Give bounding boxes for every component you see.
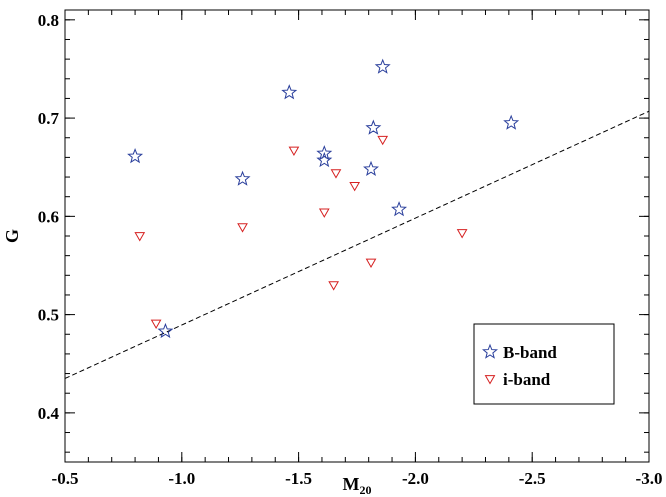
b-band-point [374, 58, 391, 74]
legend-label: i-band [503, 370, 551, 389]
y-tick-label: 0.7 [38, 109, 60, 128]
legend-marker-b-band [482, 343, 498, 359]
b-band-point [281, 84, 298, 100]
i-band-point [288, 146, 300, 157]
b-band-point [157, 322, 174, 339]
y-tick-label: 0.5 [38, 306, 59, 325]
y-tick-label: 0.6 [38, 207, 59, 226]
axes: -0.5 -1.0 -1.5 -2.0 -2.5 -3.0 0.4 0.5 0.6 0.7 0.8 [38, 9, 663, 488]
x-tick-label: -1.5 [285, 469, 312, 488]
b-band-point [365, 119, 382, 135]
x-tick-label: -1.0 [168, 469, 195, 488]
b-band-point [391, 201, 408, 217]
i-band-point [328, 281, 340, 291]
b-band-point [234, 170, 251, 186]
x-tick-label: -2.5 [519, 469, 546, 488]
b-band-point [363, 160, 379, 176]
x-tick-label: -3.0 [636, 469, 663, 488]
legend: B-band i-band [473, 323, 615, 405]
data-points [127, 58, 520, 339]
legend-box [473, 323, 615, 405]
axis-labels: M20 G [2, 229, 372, 497]
i-band-point [134, 232, 146, 242]
b-band-point [127, 148, 144, 164]
x-tick-label: -0.5 [52, 469, 79, 488]
y-axis-label: G [2, 229, 22, 243]
i-band-point [456, 229, 468, 239]
y-tick-label: 0.8 [38, 11, 59, 30]
i-band-point [365, 258, 377, 269]
x-tick-label: -2.0 [402, 469, 429, 488]
legend-marker-i-band [484, 375, 496, 385]
x-axis-label: M20 [343, 474, 372, 497]
y-tick-label: 0.4 [38, 404, 60, 423]
i-band-point [377, 135, 389, 146]
i-band-point [150, 319, 162, 329]
b-band-point [316, 151, 333, 168]
i-band-point [237, 223, 248, 233]
i-band-point [318, 208, 330, 218]
legend-label: B-band [503, 343, 557, 362]
b-band-point [316, 145, 333, 161]
i-band-point [349, 182, 361, 192]
b-band-point [503, 114, 520, 130]
i-band-point [330, 169, 342, 179]
